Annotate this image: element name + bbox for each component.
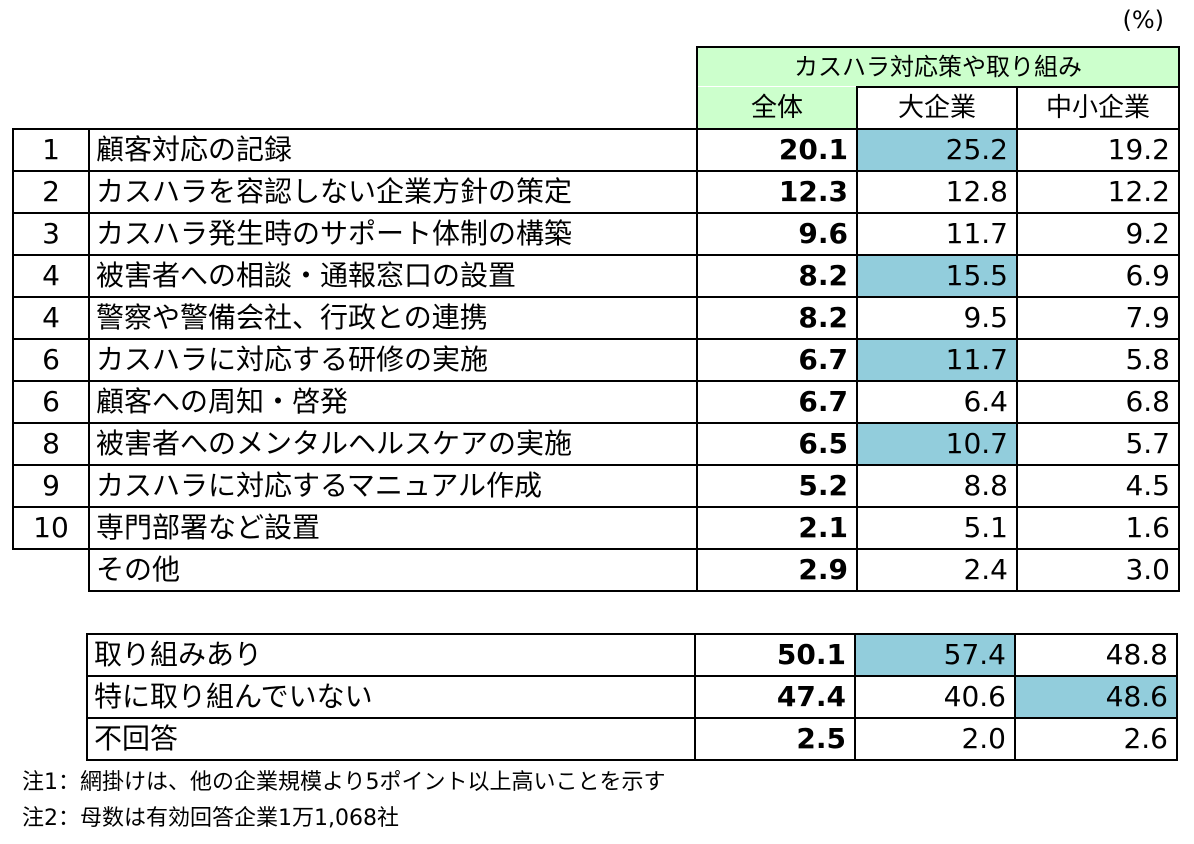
- rank-cell: 2: [12, 170, 90, 214]
- rank-cell: 8: [12, 422, 90, 466]
- value-all: 2.5: [694, 717, 856, 761]
- rank-cell: 6: [12, 338, 90, 382]
- table-row: 不回答 2.5 2.0 2.6: [12, 717, 1178, 761]
- table-row: その他 2.9 2.4 3.0: [13, 548, 1180, 592]
- value-large: 6.4: [856, 380, 1018, 424]
- value-large: 40.6: [854, 675, 1016, 719]
- value-all: 20.1: [696, 128, 858, 172]
- rank-cell: 9: [12, 464, 90, 508]
- unit-label: (%): [1122, 6, 1164, 34]
- summary-table: 取り組みあり 50.1 57.4 48.8 特に取り組んでいない 47.4 40.6 48.6…: [12, 633, 1178, 761]
- value-all: 2.1: [696, 506, 858, 550]
- value-all: 6.5: [696, 422, 858, 466]
- value-sme: 6.8: [1016, 380, 1180, 424]
- main-table: カスハラ対応策や取り組み 全体 大企業 中小企業 1 顧客対応の記録 20.1 25.…: [12, 46, 1180, 592]
- value-sme: 48.8: [1014, 633, 1178, 677]
- table-row: 6 カスハラに対応する研修の実施 6.7 11.7 5.8: [12, 338, 1180, 382]
- row-label: カスハラに対応する研修の実施: [88, 338, 698, 382]
- value-large: 15.5: [856, 254, 1018, 298]
- value-large: 25.2: [856, 128, 1018, 172]
- header-group-row: カスハラ対応策や取り組み: [13, 46, 1180, 87]
- value-sme: 1.6: [1016, 506, 1180, 550]
- value-sme: 9.2: [1016, 212, 1180, 256]
- row-label: カスハラを容認しない企業方針の策定: [88, 170, 698, 214]
- value-sme: 3.0: [1016, 548, 1180, 592]
- row-label: 顧客対応の記録: [88, 128, 698, 172]
- value-large: 12.8: [856, 170, 1018, 214]
- rank-cell: [12, 718, 87, 760]
- row-label: 特に取り組んでいない: [86, 675, 696, 719]
- row-label: 被害者へのメンタルヘルスケアの実施: [88, 422, 698, 466]
- table-row: 8 被害者へのメンタルヘルスケアの実施 6.5 10.7 5.7: [12, 422, 1180, 466]
- rank-cell: 4: [12, 254, 90, 298]
- value-sme: 2.6: [1014, 717, 1178, 761]
- row-label: 専門部署など設置: [88, 506, 698, 550]
- table-row: 4 被害者への相談・通報窓口の設置 8.2 15.5 6.9: [12, 254, 1180, 298]
- value-large: 2.0: [854, 717, 1016, 761]
- row-label: 警察や警備会社、行政との連携: [88, 296, 698, 340]
- value-all: 47.4: [694, 675, 856, 719]
- row-label: その他: [88, 548, 698, 592]
- value-sme: 5.8: [1016, 338, 1180, 382]
- value-all: 6.7: [696, 338, 858, 382]
- header-col-sme: 中小企業: [1016, 86, 1180, 130]
- rank-cell: [13, 549, 89, 591]
- table-row: 3 カスハラ発生時のサポート体制の構築 9.6 11.7 9.2: [12, 212, 1180, 256]
- rank-cell: 3: [12, 212, 90, 256]
- value-all: 6.7: [696, 380, 858, 424]
- value-large: 9.5: [856, 296, 1018, 340]
- value-sme: 48.6: [1014, 675, 1178, 719]
- header-col-large: 大企業: [856, 86, 1018, 130]
- table-row: 特に取り組んでいない 47.4 40.6 48.6: [12, 675, 1178, 719]
- table-row: 4 警察や警備会社、行政との連携 8.2 9.5 7.9: [12, 296, 1180, 340]
- value-large: 57.4: [854, 633, 1016, 677]
- row-label: 不回答: [86, 717, 696, 761]
- value-all: 8.2: [696, 254, 858, 298]
- value-all: 2.9: [696, 548, 858, 592]
- table-row: 1 顧客対応の記録 20.1 25.2 19.2: [12, 128, 1180, 172]
- row-label: 顧客への周知・啓発: [88, 380, 698, 424]
- row-label: カスハラに対応するマニュアル作成: [88, 464, 698, 508]
- row-label: 被害者への相談・通報窓口の設置: [88, 254, 698, 298]
- value-large: 5.1: [856, 506, 1018, 550]
- rank-cell: 6: [12, 380, 90, 424]
- value-all: 5.2: [696, 464, 858, 508]
- value-all: 50.1: [694, 633, 856, 677]
- table-row: 6 顧客への周知・啓発 6.7 6.4 6.8: [12, 380, 1180, 424]
- rank-cell: 1: [12, 128, 90, 172]
- value-sme: 4.5: [1016, 464, 1180, 508]
- header-group: カスハラ対応策や取り組み: [696, 46, 1180, 87]
- note-2: 注2：母数は有効回答企業1万1,068社: [22, 806, 399, 831]
- value-sme: 12.2: [1016, 170, 1180, 214]
- value-large: 10.7: [856, 422, 1018, 466]
- header-columns-row: 全体 大企業 中小企業: [13, 86, 1180, 130]
- rank-cell: [12, 634, 87, 676]
- value-all: 12.3: [696, 170, 858, 214]
- table-row: 2 カスハラを容認しない企業方針の策定 12.3 12.8 12.2: [12, 170, 1180, 214]
- row-label: カスハラ発生時のサポート体制の構築: [88, 212, 698, 256]
- value-large: 11.7: [856, 338, 1018, 382]
- row-label: 取り組みあり: [86, 633, 696, 677]
- rank-cell: 10: [12, 506, 90, 550]
- value-all: 8.2: [696, 296, 858, 340]
- header-col-all: 全体: [696, 87, 858, 130]
- rank-cell: [12, 676, 87, 718]
- value-sme: 6.9: [1016, 254, 1180, 298]
- value-large: 2.4: [856, 548, 1018, 592]
- rank-cell: 4: [12, 296, 90, 340]
- value-all: 9.6: [696, 212, 858, 256]
- value-large: 8.8: [856, 464, 1018, 508]
- note-1: 注1：網掛けは、他の企業規模より5ポイント以上高いことを示す: [22, 770, 666, 795]
- value-sme: 7.9: [1016, 296, 1180, 340]
- value-sme: 5.7: [1016, 422, 1180, 466]
- table-row: 取り組みあり 50.1 57.4 48.8: [12, 633, 1178, 677]
- value-sme: 19.2: [1016, 128, 1180, 172]
- table-row: 9 カスハラに対応するマニュアル作成 5.2 8.8 4.5: [12, 464, 1180, 508]
- value-large: 11.7: [856, 212, 1018, 256]
- table-row: 10 専門部署など設置 2.1 5.1 1.6: [12, 506, 1180, 550]
